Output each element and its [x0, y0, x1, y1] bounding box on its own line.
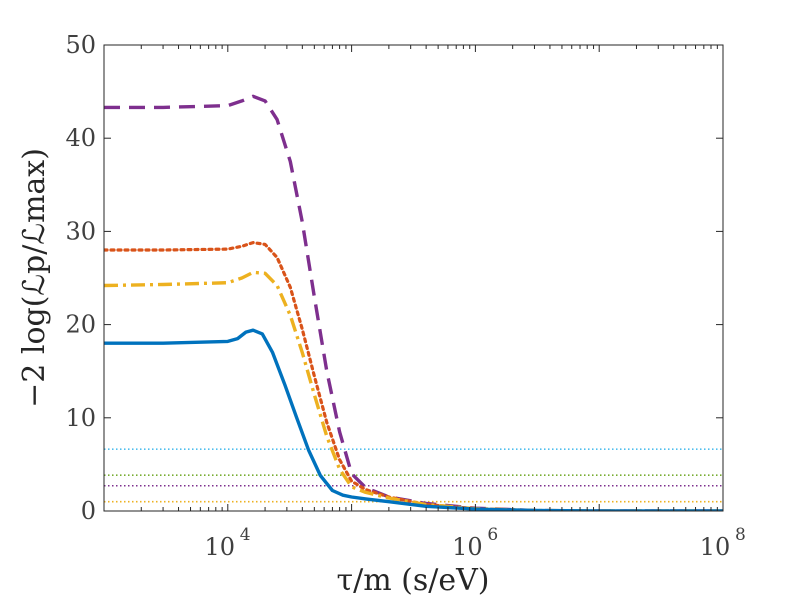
x-tick-exponent: 4 [240, 525, 251, 545]
y-tick-label: 10 [65, 404, 96, 432]
series-line-solid [104, 328, 723, 511]
axes-frame [103, 44, 724, 512]
series-line-dashed [104, 94, 723, 511]
x-tick-exponent: 6 [487, 525, 498, 545]
y-tick-label: 20 [65, 311, 96, 339]
y-tick-label: 30 [65, 217, 96, 245]
y-tick-label: 40 [65, 124, 96, 152]
series-lines [104, 94, 723, 511]
y-tick-label: 50 [65, 31, 96, 59]
x-axis-label: τ/m (s/eV) [336, 563, 489, 598]
y-tick-label: 0 [81, 497, 96, 525]
x-tick-label: 10 [205, 533, 236, 561]
threshold-lines [104, 448, 723, 503]
y-axis-label: −2 log(ℒp/ℒmax) [17, 148, 52, 408]
x-tick-exponent: 8 [735, 525, 746, 545]
x-tick-label: 10 [700, 533, 731, 561]
x-tick-label: 10 [452, 533, 483, 561]
